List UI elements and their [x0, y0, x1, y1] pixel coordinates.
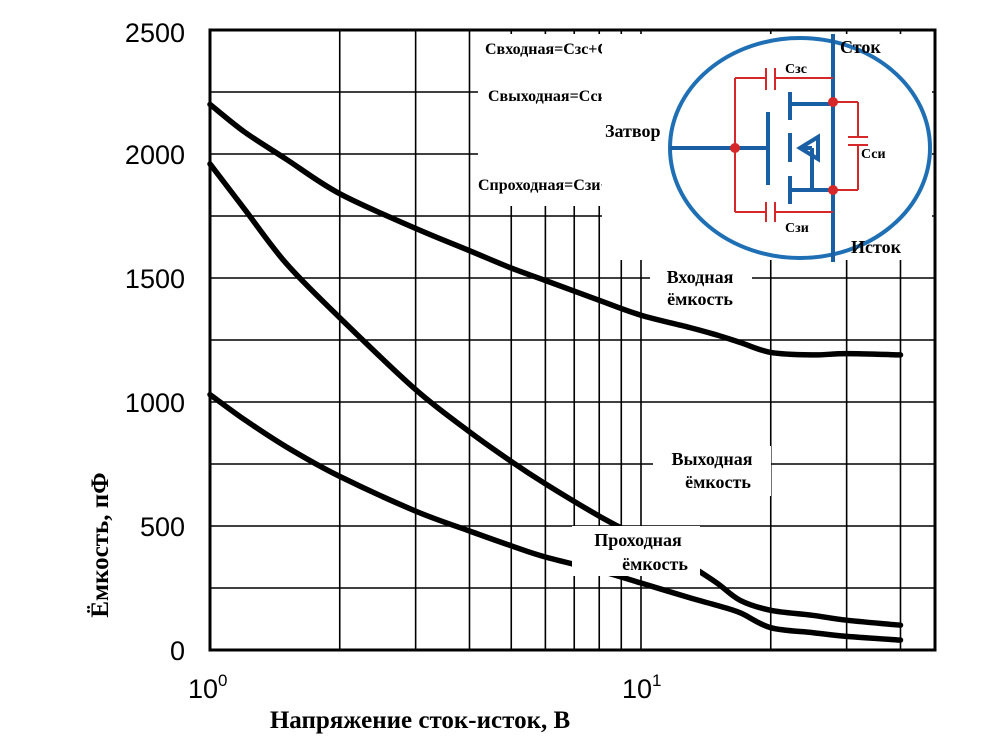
y-tick-label: 0 — [170, 636, 185, 666]
y-tick-label: 500 — [140, 512, 185, 542]
formulas: Свходная=Сзс+Сзи Свыходная=Сси Спроходна… — [478, 34, 638, 206]
label-background — [653, 446, 771, 496]
label-background — [650, 262, 752, 314]
schematic-label-cgd: Сзс — [785, 62, 807, 77]
y-axis-title: Ёмкость, пФ — [87, 472, 114, 617]
formula-reverse-capacitance: Спроходная=Сзи+Сси — [478, 177, 638, 194]
y-tick-label: 1000 — [125, 388, 185, 418]
y-tick-label: 2500 — [125, 18, 185, 48]
schematic-label-gate: Затвор — [605, 121, 661, 141]
y-tick-labels: 0 500 1000 1500 2000 2500 — [125, 18, 185, 666]
x-tick-label: 100 — [188, 671, 228, 704]
formula-input-capacitance: Свходная=Сзс+Сзи — [485, 41, 625, 58]
curve-label-reverse: ёмкость — [622, 554, 688, 574]
series-line-reverse — [207, 391, 904, 643]
formula-background — [478, 34, 602, 206]
mosfet-schematic: Сток Исток Затвор Сзс Сзи Сси — [602, 34, 932, 262]
curve-label-output: ёмкость — [685, 472, 751, 492]
schematic-label-drain: Сток — [840, 37, 881, 57]
x-axis-title: Напряжение сток-исток, В — [270, 707, 570, 734]
y-tick-label: 2000 — [125, 140, 185, 170]
mosfet-symbol — [670, 34, 835, 262]
y-tick-label: 1500 — [125, 264, 185, 294]
junction-dots — [730, 97, 838, 195]
formula-output-capacitance: Свыходная=Сси — [488, 88, 607, 105]
curve-labels: Входная ёмкость Выходная ёмкость Проходн… — [572, 262, 771, 576]
curve-label-output: Выходная — [671, 449, 752, 469]
curve-label-reverse: Проходная — [594, 530, 682, 550]
x-tick-label: 101 — [622, 671, 662, 704]
series-line-input — [207, 101, 904, 358]
schematic-label-cgs: Сзи — [785, 221, 809, 236]
parasitic-capacitances — [734, 68, 868, 222]
curve-label-input: ёмкость — [667, 289, 733, 309]
plot-frame — [208, 28, 937, 652]
mosfet-arrow — [796, 133, 820, 163]
schematic-label-source: Исток — [851, 237, 902, 257]
x-tick-labels: 100 101 — [188, 671, 662, 704]
curve-label-input: Входная — [667, 267, 734, 287]
series-line-output — [207, 161, 904, 628]
label-background — [572, 526, 700, 576]
schematic-label-cds: Сси — [861, 147, 886, 162]
